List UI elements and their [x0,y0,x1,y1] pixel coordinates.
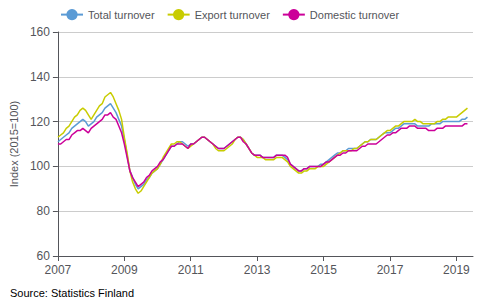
svg-text:Domestic turnover: Domestic turnover [310,9,400,21]
svg-text:Export turnover: Export turnover [195,9,271,21]
svg-text:2015: 2015 [310,263,337,277]
svg-text:120: 120 [30,115,50,129]
svg-text:2017: 2017 [377,263,404,277]
svg-text:2013: 2013 [244,263,271,277]
svg-text:Source: Statistics Finland: Source: Statistics Finland [10,287,134,299]
svg-text:2007: 2007 [45,263,72,277]
svg-text:2009: 2009 [111,263,138,277]
svg-text:2019: 2019 [443,263,470,277]
svg-text:Total turnover: Total turnover [88,9,155,21]
svg-text:2011: 2011 [178,263,204,277]
svg-text:60: 60 [37,249,51,263]
svg-text:160: 160 [30,25,50,39]
svg-text:140: 140 [30,70,50,84]
svg-text:100: 100 [30,159,50,173]
svg-text:Index (2015=100): Index (2015=100) [8,101,20,188]
svg-text:80: 80 [37,204,51,218]
